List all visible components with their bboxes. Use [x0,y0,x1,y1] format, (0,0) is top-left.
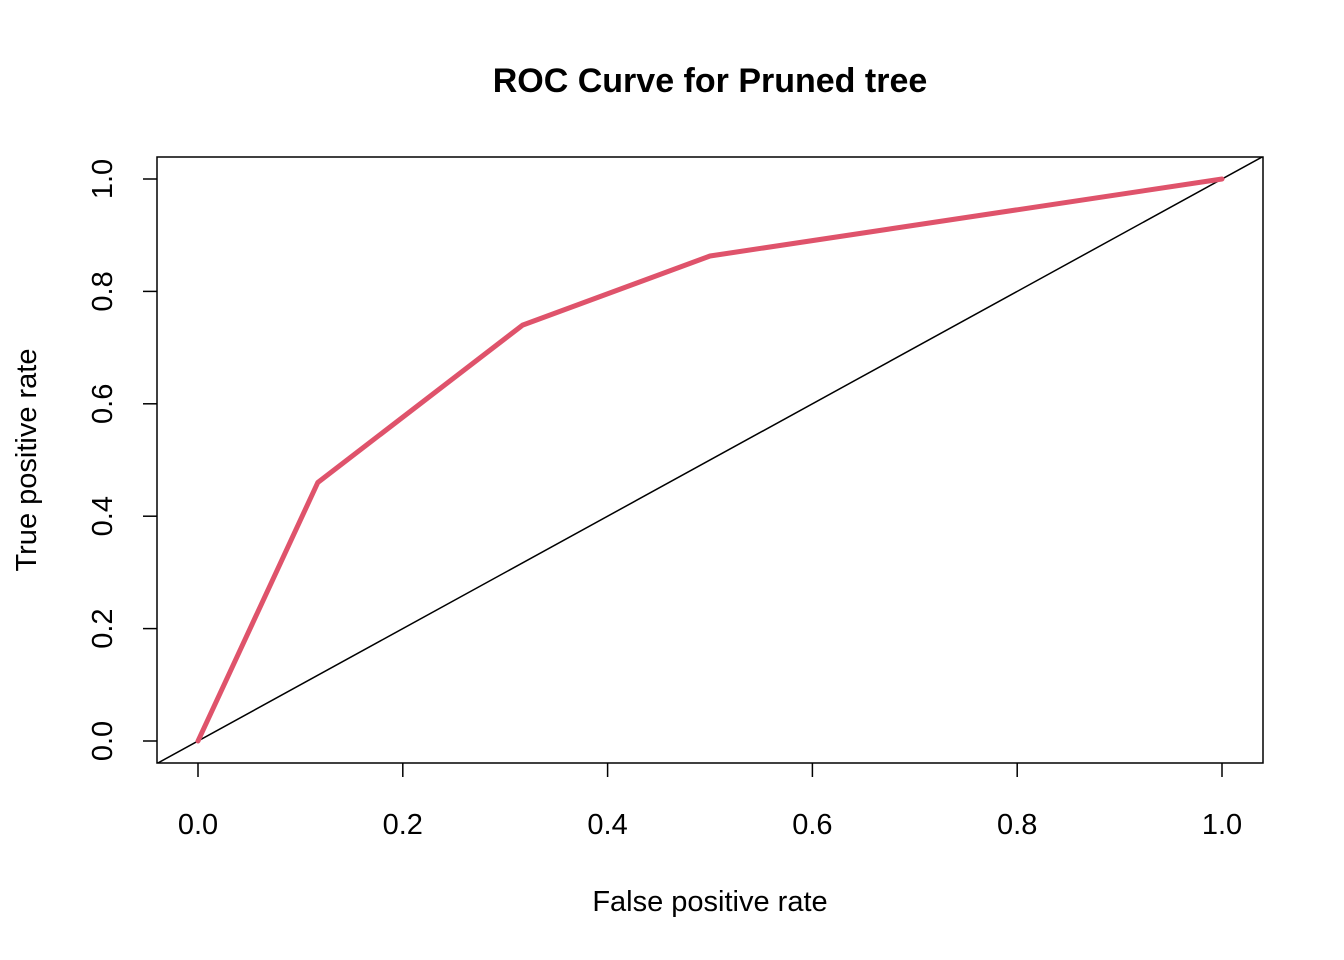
y-tick-label: 1.0 [87,159,119,199]
x-tick-label: 0.4 [587,809,627,841]
y-tick-label: 0.8 [87,271,119,311]
x-tick-label: 0.0 [178,809,218,841]
x-tick-label: 0.2 [383,809,423,841]
roc-curve-line [195,176,1225,744]
reference-diagonal-line [157,157,1263,763]
plot-frame [156,156,1264,764]
y-axis-label: True positive rate [11,349,43,572]
y-tick-label: 0.4 [87,496,119,536]
x-tick-label: 0.6 [792,809,832,841]
x-tick-label: 0.8 [997,809,1037,841]
plot-area [157,157,1263,763]
y-tick-label: 0.6 [87,384,119,424]
x-axis: 0.0 0.2 0.4 0.6 0.8 1.0 [178,763,1242,841]
x-axis-label: False positive rate [592,886,827,918]
x-tick-label: 1.0 [1202,809,1242,841]
y-tick-label: 0.0 [87,721,119,761]
chart-title: ROC Curve for Pruned tree [493,62,928,100]
y-axis: 0.0 0.2 0.4 0.6 0.8 1.0 [87,159,157,761]
y-tick-label: 0.2 [87,608,119,648]
